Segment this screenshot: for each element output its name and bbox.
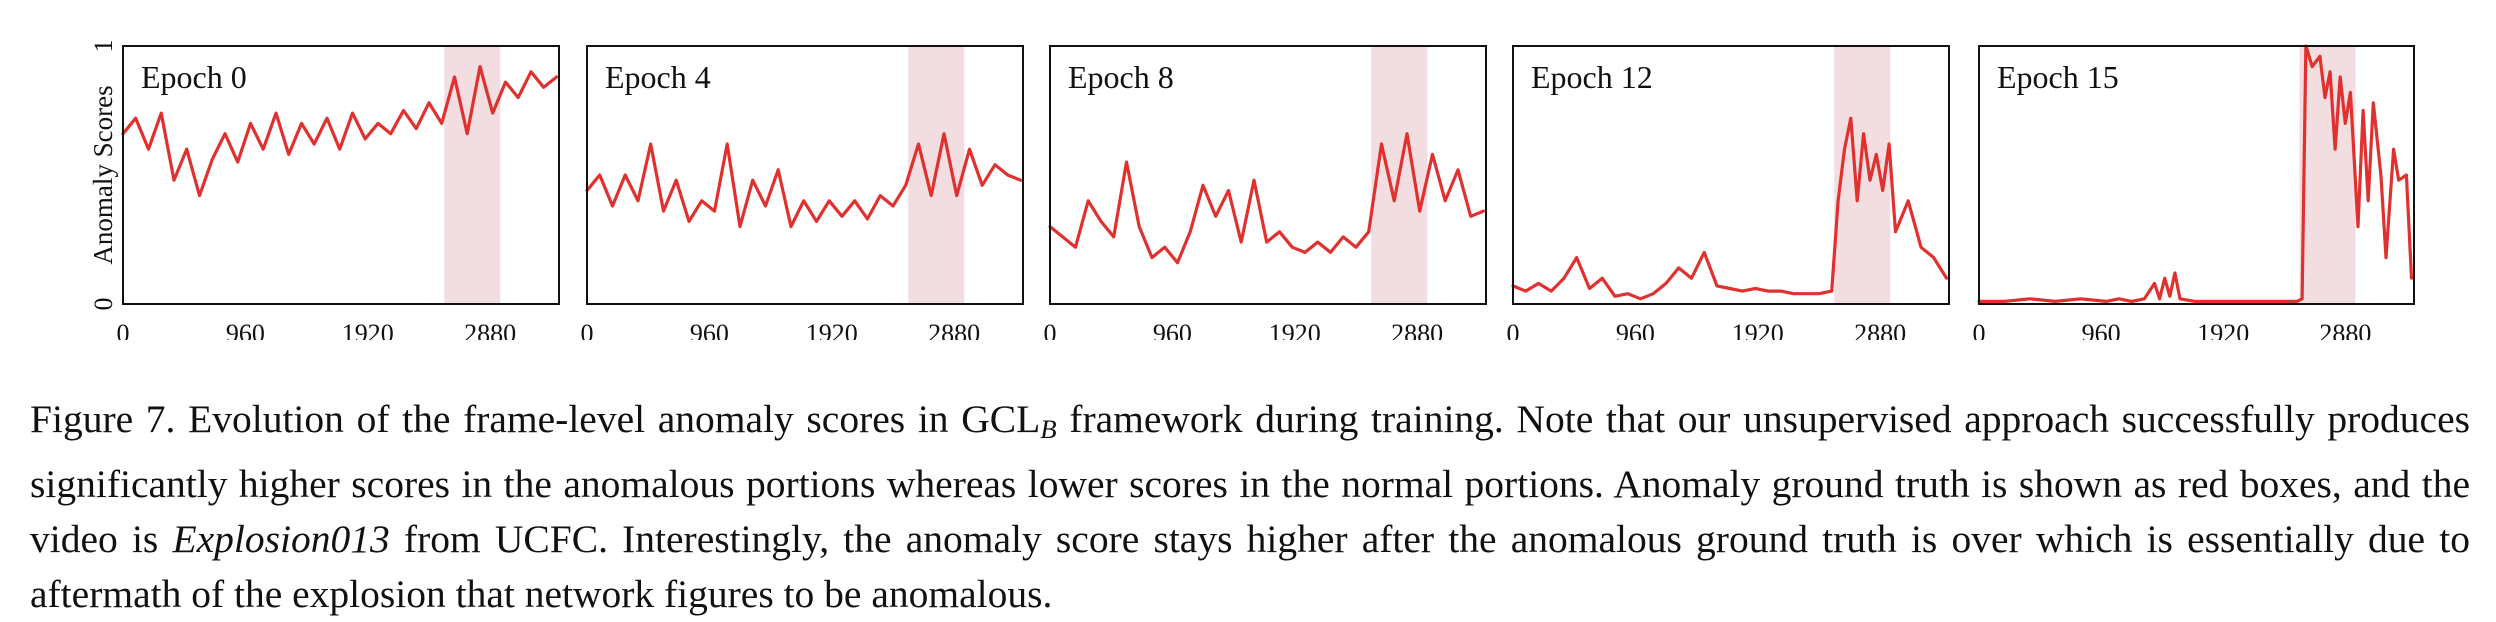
caption-video-name: Explosion013 [172,516,390,561]
x-tick-label-1-1: 960 [690,319,729,340]
x-tick-label-4-1: 960 [2082,319,2121,340]
caption-middle: framework during training. Note that our… [30,397,2470,561]
score-line-0 [121,64,559,198]
x-tick-label-3-2: 1920 [1732,319,1784,340]
caption-subscript: B [1040,413,1057,444]
y-tick-label-0: 0 [89,298,118,311]
caption-prefix: Figure 7. Evolution of the frame-level a… [30,397,1041,441]
x-tick-label-2-2: 1920 [1269,319,1321,340]
x-tick-label-4-0: 0 [1973,319,1986,340]
panel-title-1: Epoch 4 [605,59,711,95]
score-line-1 [585,132,1023,229]
x-tick-label-3-0: 0 [1507,319,1520,340]
panel-frame-3 [1512,45,1950,305]
x-tick-label-0-0: 0 [117,319,130,340]
x-tick-label-4-2: 1920 [2197,319,2249,340]
x-tick-label-2-1: 960 [1153,319,1192,340]
anomaly-region-0 [444,46,501,304]
x-tick-label-3-3: 2880 [1854,319,1906,340]
panel-frame-0 [122,45,560,305]
panel-title-4: Epoch 15 [1997,59,2119,95]
y-tick-label-1: 1 [89,40,118,53]
x-tick-label-0-1: 960 [226,319,265,340]
panel-frame-4 [1978,45,2415,305]
y-axis-label: Anomaly Scores [88,85,118,264]
figure-caption: Figure 7. Evolution of the frame-level a… [30,392,2470,622]
x-tick-label-1-0: 0 [581,319,594,340]
panel-frame-1 [586,45,1024,305]
x-tick-label-1-3: 2880 [928,319,980,340]
x-tick-label-2-3: 2880 [1391,319,1443,340]
score-line-3 [1511,116,1949,301]
panel-frame-2 [1049,45,1487,305]
panel-title-2: Epoch 8 [1068,59,1174,95]
x-tick-label-0-3: 2880 [464,319,516,340]
x-tick-label-1-2: 1920 [806,319,858,340]
x-tick-label-4-3: 2880 [2319,319,2371,340]
score-line-4 [1977,44,2414,303]
x-tick-label-3-1: 960 [1616,319,1655,340]
panel-title-3: Epoch 12 [1531,59,1653,95]
anomaly-score-charts: Epoch 0 0 960 1920 2880 Epoch 4 0 960 1920 2880 Ep… [88,40,2415,340]
caption-suffix: from UCFC. Interestingly, the anomaly sc… [30,516,2470,616]
panel-title-0: Epoch 0 [141,59,247,95]
x-tick-label-0-2: 1920 [342,319,394,340]
score-line-2 [1048,132,1486,265]
x-tick-label-2-0: 0 [1044,319,1057,340]
